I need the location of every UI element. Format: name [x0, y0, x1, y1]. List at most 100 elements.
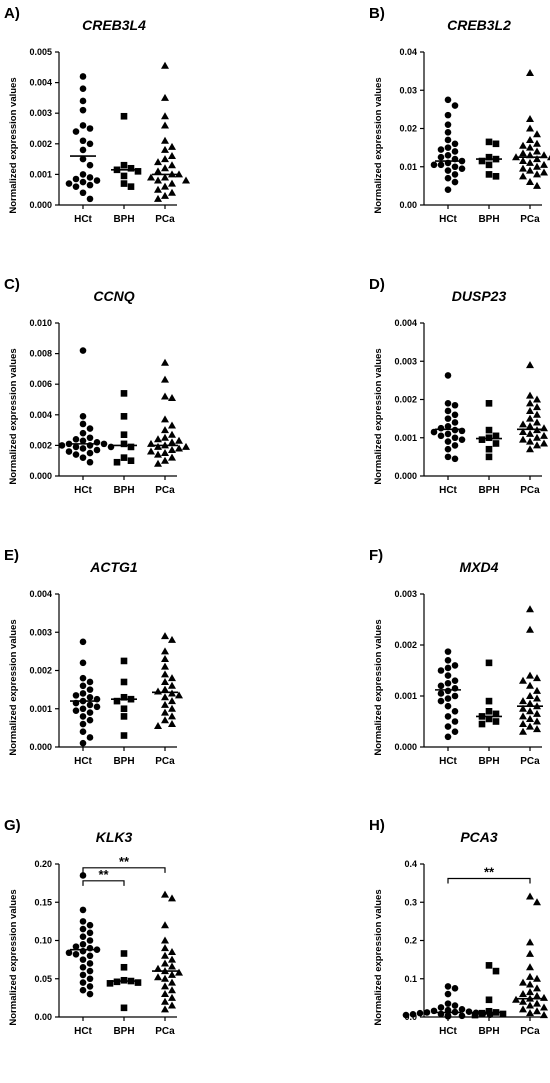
y-tick-label: 0.000 — [394, 742, 417, 752]
data-point-triangle — [526, 166, 534, 174]
data-point-triangle — [161, 426, 169, 434]
data-point-triangle — [161, 136, 169, 144]
data-point-triangle — [161, 974, 169, 982]
data-point-triangle — [161, 1005, 169, 1013]
data-point-circle — [451, 692, 459, 700]
data-point-circle — [451, 178, 459, 186]
y-tick-label: 0.003 — [29, 627, 52, 637]
x-tick-label: BPH — [113, 756, 134, 767]
data-point-circle — [86, 125, 94, 132]
data-point-triangle — [161, 959, 169, 967]
data-point-triangle — [519, 990, 527, 998]
data-point-triangle — [168, 720, 176, 728]
data-point-circle — [437, 161, 445, 169]
data-point-circle — [79, 906, 87, 914]
data-point-circle — [79, 705, 87, 713]
data-point-circle — [458, 157, 466, 165]
data-point-circle — [451, 140, 459, 148]
y-tick-label: 0.001 — [394, 433, 417, 443]
data-point-circle — [423, 1009, 431, 1016]
data-point-circle — [444, 129, 452, 136]
data-point-circle — [437, 424, 445, 432]
data-point-square — [134, 168, 142, 175]
data-point-circle — [444, 695, 452, 702]
data-point-triangle — [526, 722, 534, 730]
data-point-circle — [444, 990, 452, 998]
data-point-circle — [437, 153, 445, 161]
data-point-square — [485, 400, 493, 407]
data-point-triangle — [533, 991, 541, 999]
data-point-circle — [444, 111, 452, 119]
data-point-triangle — [519, 172, 527, 180]
data-point-triangle — [168, 704, 176, 712]
data-point-circle — [79, 739, 87, 747]
data-point-triangle — [540, 1011, 548, 1019]
data-point-square — [485, 453, 493, 461]
data-point-triangle — [526, 429, 534, 437]
data-point-triangle — [154, 442, 162, 450]
data-point-circle — [79, 437, 87, 445]
y-tick-label: 0.004 — [29, 589, 52, 599]
data-point-circle — [93, 177, 101, 184]
data-point-triangle — [161, 93, 169, 101]
data-point-circle — [451, 662, 459, 669]
data-point-circle — [451, 442, 459, 449]
data-point-square — [478, 157, 486, 165]
data-point-square — [492, 432, 500, 440]
data-point-triangle — [526, 707, 534, 715]
data-point-square — [485, 161, 493, 169]
data-point-triangle — [168, 445, 176, 453]
data-point-circle — [79, 728, 87, 735]
data-point-circle — [451, 1002, 459, 1009]
data-point-triangle — [154, 194, 162, 202]
x-tick-label: HCt — [439, 1026, 457, 1037]
data-point-triangle — [147, 447, 155, 455]
data-point-triangle — [168, 188, 176, 196]
data-point-triangle — [154, 176, 162, 184]
panel-letter: C) — [4, 276, 20, 293]
data-point-circle — [72, 692, 80, 699]
data-point-circle — [444, 733, 452, 741]
y-tick-label: 0.001 — [29, 704, 52, 714]
data-point-triangle — [533, 162, 541, 170]
data-point-square — [120, 657, 128, 665]
data-point-triangle — [526, 699, 534, 707]
data-point-square — [127, 443, 135, 451]
data-point-triangle — [175, 968, 183, 976]
data-point-triangle — [161, 700, 169, 708]
data-point-triangle — [161, 173, 169, 181]
y-tick-label: 0.006 — [29, 379, 52, 389]
data-point-circle — [451, 434, 459, 442]
panel-letter: A) — [4, 5, 20, 22]
data-point-triangle — [533, 686, 541, 694]
data-point-triangle — [526, 391, 534, 399]
data-point-triangle — [154, 964, 162, 972]
data-point-triangle — [168, 986, 176, 994]
data-point-circle — [65, 448, 73, 455]
data-point-circle — [93, 703, 101, 711]
data-point-circle — [86, 174, 94, 181]
data-point-triangle — [519, 149, 527, 157]
data-point-circle — [444, 422, 452, 430]
data-point-circle — [444, 657, 452, 664]
data-point-circle — [93, 946, 101, 953]
data-point-circle — [79, 659, 87, 667]
data-point-circle — [444, 713, 452, 720]
data-point-square — [492, 140, 500, 148]
data-point-triangle — [154, 167, 162, 175]
data-point-triangle — [168, 421, 176, 429]
data-point-circle — [65, 949, 73, 957]
data-point-circle — [86, 975, 94, 983]
panel-5: E) ACTG1 Normalized expression values 0.000… — [4, 547, 183, 767]
y-tick-label: 0.02 — [399, 124, 417, 134]
y-tick-label: 0.003 — [29, 108, 52, 118]
data-point-circle — [444, 415, 452, 422]
data-point-triangle — [533, 984, 541, 992]
data-point-circle — [444, 174, 452, 182]
data-point-circle — [79, 347, 87, 354]
y-tick-label: 0.0 — [404, 1012, 417, 1022]
gene-title: KLK3 — [96, 829, 133, 845]
data-point-square — [485, 445, 493, 453]
data-point-triangle — [526, 963, 534, 971]
data-point-circle — [86, 161, 94, 169]
